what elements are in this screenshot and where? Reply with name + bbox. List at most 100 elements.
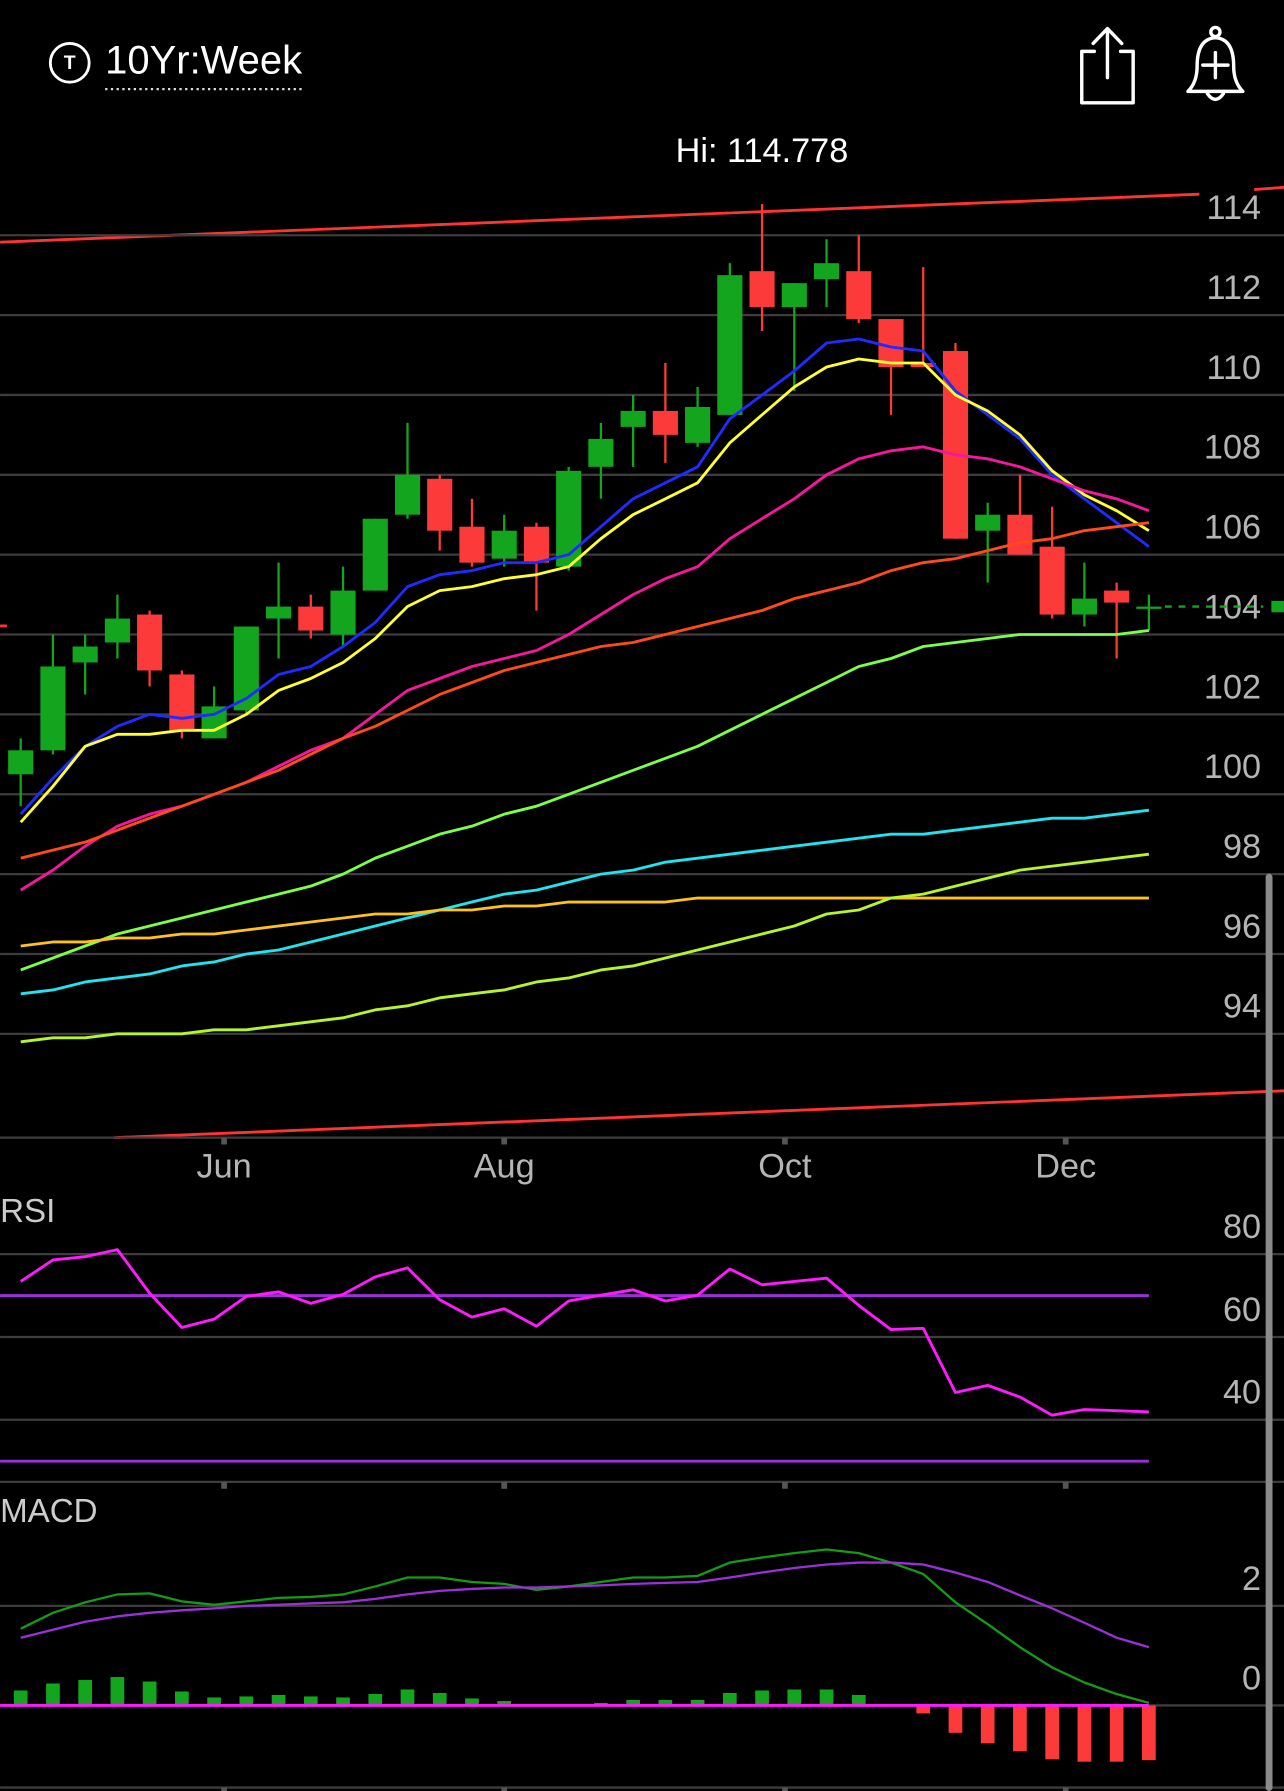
panel-title: RSI [0, 1193, 55, 1230]
candle-body [298, 606, 324, 631]
histogram-bar [303, 1696, 318, 1706]
candle-body [137, 614, 163, 671]
candle-body [1039, 546, 1065, 615]
candle-body [813, 263, 840, 280]
rsi-line [19, 1248, 1149, 1417]
histogram-bar [465, 1698, 479, 1706]
y-tick-label: 106 [1204, 509, 1261, 547]
series-line [20, 896, 1149, 948]
series-line [20, 1561, 1150, 1649]
last-price-tag [1271, 600, 1284, 613]
candle-body [1136, 606, 1162, 609]
y-tick-label: 112 [1206, 269, 1261, 307]
series-line [20, 629, 1150, 972]
series-line [19, 337, 1150, 816]
histogram-bar [432, 1692, 447, 1706]
share-button[interactable] [1080, 26, 1135, 105]
y-tick-label: 100 [1204, 748, 1261, 786]
histogram-bar [239, 1696, 254, 1706]
histogram-bar [722, 1692, 737, 1706]
histogram-bar [175, 1691, 189, 1706]
y-tick-label: 2 [1242, 1560, 1261, 1598]
histogram-bar [142, 1681, 157, 1706]
y-tick-label: 94 [1223, 988, 1261, 1026]
candle-body [749, 271, 775, 308]
histogram-bar [271, 1694, 286, 1706]
bell-clapper [1205, 91, 1226, 102]
candle-body [717, 275, 743, 415]
histogram-bar [207, 1697, 221, 1706]
symbol-selector[interactable]: T 10Yr:Week [48, 38, 306, 91]
candle-body [523, 526, 550, 563]
candle-body [620, 410, 646, 427]
share-arrow [1091, 26, 1124, 80]
bell-plus [1201, 50, 1230, 80]
channel-bottom [114, 1089, 1284, 1140]
series-line [19, 357, 1150, 824]
x-tick-label: Jun [196, 1148, 251, 1186]
histogram-bar [626, 1699, 640, 1706]
histogram-bar [819, 1689, 834, 1706]
candle-body [104, 618, 130, 643]
alert-button[interactable] [1186, 25, 1245, 102]
y-tick-label: 102 [1204, 668, 1261, 706]
histogram-bar [948, 1705, 963, 1733]
panel-title: MACD [0, 1493, 98, 1530]
histogram-bar [497, 1700, 512, 1706]
histogram-bar [13, 1690, 28, 1706]
candle-body [1071, 598, 1097, 615]
histogram-bar [851, 1694, 866, 1706]
candle-body [781, 283, 807, 308]
candle-body [1007, 514, 1033, 555]
histogram-bar [400, 1689, 415, 1706]
y-tick-label: 0 [1242, 1659, 1261, 1697]
candle-body [652, 410, 678, 435]
histogram-bar [755, 1690, 769, 1706]
candle-body [685, 406, 711, 443]
histogram-bar [368, 1693, 383, 1706]
series-line [20, 808, 1150, 996]
candle-body [394, 474, 421, 515]
histogram-bar [1045, 1705, 1060, 1760]
scrollbar[interactable] [1265, 873, 1273, 1791]
bell-body [1186, 35, 1245, 94]
series-line [20, 852, 1150, 1044]
candle-body [427, 478, 453, 531]
channel-top-end [1254, 185, 1284, 192]
badge-letter: T [64, 52, 76, 74]
x-tick-label: Dec [1035, 1148, 1096, 1186]
series-line [20, 1548, 1150, 1705]
y-tick-label: 60 [1223, 1291, 1261, 1329]
y-tick-label: 80 [1223, 1208, 1261, 1246]
series-line [20, 521, 1150, 860]
candle-body [362, 518, 388, 591]
y-tick-label: 98 [1223, 828, 1261, 866]
histogram-bar [110, 1677, 125, 1706]
candle-body [491, 530, 517, 559]
histogram-bar [690, 1699, 705, 1706]
histogram-bar [46, 1683, 60, 1706]
candle-body [266, 606, 292, 619]
candle-body [459, 526, 485, 563]
candle-body [846, 271, 872, 320]
candle-body [8, 750, 34, 775]
candle-body [975, 514, 1001, 531]
symbol-title: 10Yr:Week [105, 38, 303, 82]
y-tick-label: 108 [1204, 429, 1261, 467]
candle-body [169, 674, 195, 731]
histogram-bar [336, 1697, 350, 1706]
share-box [1080, 49, 1135, 105]
y-tick-label: 40 [1223, 1374, 1261, 1412]
candle-body [233, 626, 259, 711]
histogram-bar [658, 1699, 673, 1706]
histogram-bar [1109, 1705, 1124, 1762]
candle-body [878, 319, 904, 367]
badge-circle [48, 41, 91, 84]
candle-body [588, 438, 614, 467]
candle-body [1104, 590, 1130, 603]
